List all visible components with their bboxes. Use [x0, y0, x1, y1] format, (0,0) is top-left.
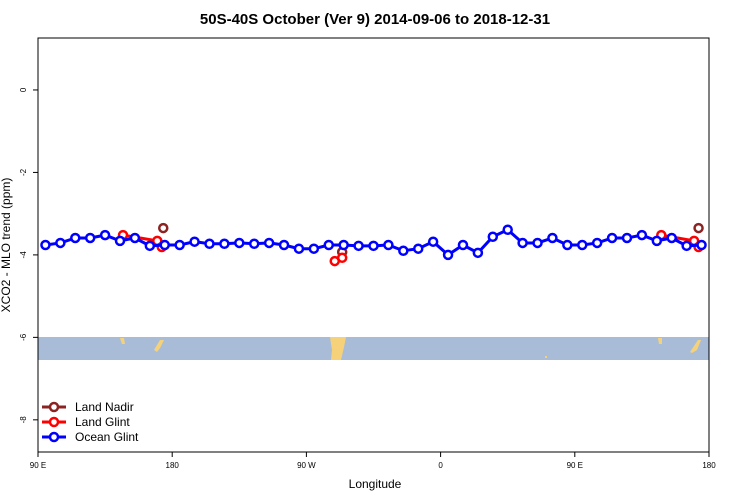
x-tick-label: 90 E — [567, 461, 583, 470]
y-tick-label: -4 — [19, 251, 28, 259]
data-point — [636, 229, 648, 241]
data-point — [577, 239, 588, 251]
data-point — [368, 240, 379, 252]
legend-label: Land Nadir — [75, 400, 134, 414]
data-point — [487, 231, 499, 243]
data-point — [263, 237, 275, 249]
data-point — [293, 243, 305, 254]
legend-label: Land Glint — [75, 415, 130, 429]
data-point — [591, 237, 603, 249]
data-point — [457, 239, 469, 251]
data-point — [40, 239, 51, 251]
data-point — [606, 232, 618, 244]
data-point — [219, 238, 230, 250]
y-tick-label: -6 — [19, 333, 28, 341]
y-tick-label: 0 — [19, 87, 28, 92]
chart-title: 50S-40S October (Ver 9) 2014-09-06 to 20… — [200, 11, 550, 28]
data-point — [144, 240, 156, 252]
y-axis-label: XCO2 - MLO trend (ppm) — [0, 178, 13, 313]
x-tick-label: 0 — [438, 461, 443, 470]
map-strip — [38, 337, 709, 360]
data-point — [412, 243, 424, 254]
data-point — [532, 237, 543, 249]
y-tick-label: -2 — [19, 168, 28, 176]
data-point — [323, 239, 335, 251]
data-point — [398, 245, 409, 257]
data-point — [666, 232, 677, 244]
data-point — [562, 239, 573, 251]
plot-frame — [37, 37, 710, 453]
data-point — [472, 247, 484, 259]
data-point — [158, 222, 169, 234]
data-point — [159, 239, 170, 251]
data-point — [336, 252, 348, 264]
data-point — [621, 232, 633, 244]
legend-marker — [48, 401, 60, 413]
data-point — [248, 238, 260, 250]
data-point — [693, 222, 704, 234]
data-point — [278, 239, 290, 251]
data-point — [353, 240, 364, 252]
data-point — [114, 235, 126, 247]
x-axis-label: Longitude — [349, 477, 402, 491]
x-tick-label: 180 — [166, 461, 180, 470]
x-tick-label: 90 W — [297, 461, 316, 470]
data-point — [189, 236, 200, 247]
data-point — [55, 237, 66, 249]
data-point — [308, 243, 320, 254]
data-point — [651, 235, 663, 247]
data-point — [174, 239, 185, 251]
legend-marker — [48, 431, 60, 443]
data-point — [547, 232, 558, 244]
data-point — [427, 236, 439, 247]
x-tick-label: 180 — [702, 461, 716, 470]
legend-marker — [48, 416, 60, 428]
data-point — [129, 232, 141, 244]
data-point — [517, 237, 528, 249]
data-point — [338, 239, 349, 251]
legend-label: Ocean Glint — [75, 430, 139, 444]
data-point — [204, 238, 215, 250]
data-point — [383, 239, 394, 251]
data-point — [234, 237, 245, 249]
data-point — [681, 240, 692, 252]
data-point — [696, 239, 707, 251]
y-tick-label: -8 — [19, 416, 28, 424]
data-point — [99, 229, 111, 241]
data-point — [84, 232, 96, 244]
data-point — [70, 232, 81, 244]
x-tick-label: 90 E — [30, 461, 46, 470]
data-point — [442, 249, 454, 261]
data-point — [502, 224, 513, 235]
